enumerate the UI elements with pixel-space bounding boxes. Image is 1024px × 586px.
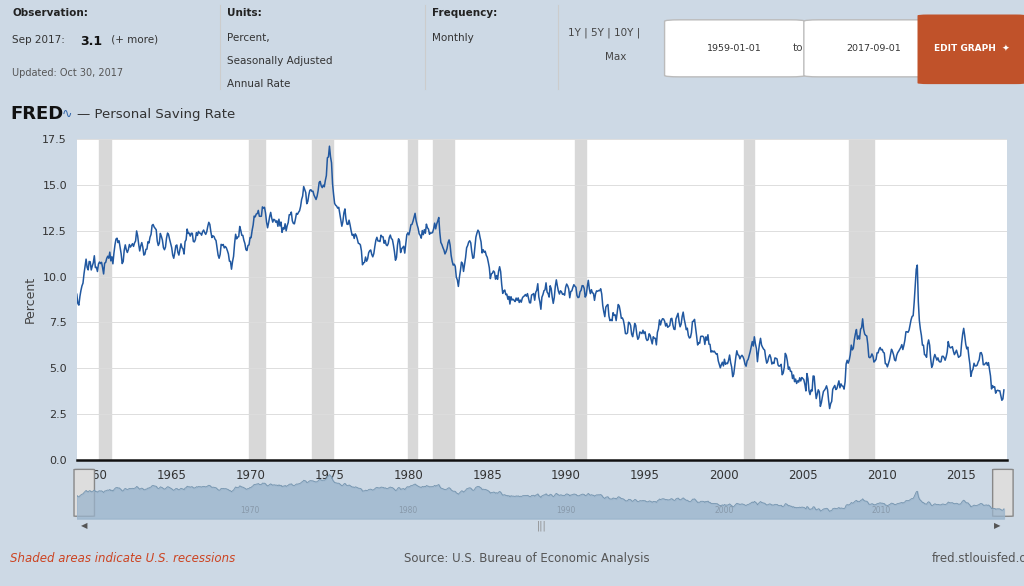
- FancyBboxPatch shape: [918, 15, 1024, 84]
- Text: to: to: [793, 43, 803, 53]
- Text: 1959-01-01: 1959-01-01: [708, 44, 762, 53]
- FancyBboxPatch shape: [665, 20, 805, 77]
- Text: Annual Rate: Annual Rate: [227, 79, 291, 89]
- Y-axis label: Percent: Percent: [24, 276, 37, 323]
- Text: 2000: 2000: [714, 506, 733, 515]
- Text: Monthly: Monthly: [432, 33, 474, 43]
- Bar: [312, 139, 333, 460]
- Text: 1Y | 5Y | 10Y |: 1Y | 5Y | 10Y |: [568, 27, 641, 38]
- Text: ▶: ▶: [993, 521, 1000, 530]
- Text: ∿: ∿: [61, 108, 72, 121]
- Text: (+ more): (+ more): [108, 35, 158, 45]
- Text: — Personal Saving Rate: — Personal Saving Rate: [77, 108, 236, 121]
- Text: 2010: 2010: [872, 506, 891, 515]
- Text: Sep 2017:: Sep 2017:: [12, 35, 69, 45]
- FancyBboxPatch shape: [74, 469, 94, 516]
- Bar: [433, 139, 455, 460]
- Text: Source: U.S. Bureau of Economic Analysis: Source: U.S. Bureau of Economic Analysis: [404, 553, 650, 565]
- Text: Updated: Oct 30, 2017: Updated: Oct 30, 2017: [12, 67, 124, 78]
- Text: Frequency:: Frequency:: [432, 8, 498, 18]
- Text: FRED: FRED: [10, 105, 63, 123]
- FancyBboxPatch shape: [992, 469, 1013, 516]
- Text: |||: |||: [537, 520, 547, 531]
- Text: ◀: ◀: [81, 521, 87, 530]
- Text: Units:: Units:: [227, 8, 262, 18]
- Bar: [849, 139, 873, 460]
- Text: 2017-09-01: 2017-09-01: [847, 44, 901, 53]
- Text: 1970: 1970: [241, 506, 260, 515]
- Text: EDIT GRAPH  ✦: EDIT GRAPH ✦: [934, 44, 1010, 53]
- Text: 1980: 1980: [398, 506, 418, 515]
- Bar: [99, 139, 111, 460]
- Text: Observation:: Observation:: [12, 8, 88, 18]
- Text: 3.1: 3.1: [80, 35, 102, 48]
- Text: fred.stlouisfed.org: fred.stlouisfed.org: [932, 553, 1024, 565]
- Text: Shaded areas indicate U.S. recessions: Shaded areas indicate U.S. recessions: [10, 553, 236, 565]
- Bar: [409, 139, 418, 460]
- FancyBboxPatch shape: [804, 20, 944, 77]
- Bar: [575, 139, 586, 460]
- Text: 1990: 1990: [556, 506, 575, 515]
- Bar: [743, 139, 754, 460]
- Text: Max: Max: [605, 52, 627, 62]
- Text: Seasonally Adjusted: Seasonally Adjusted: [227, 56, 333, 66]
- Text: Percent,: Percent,: [227, 33, 270, 43]
- Bar: [249, 139, 265, 460]
